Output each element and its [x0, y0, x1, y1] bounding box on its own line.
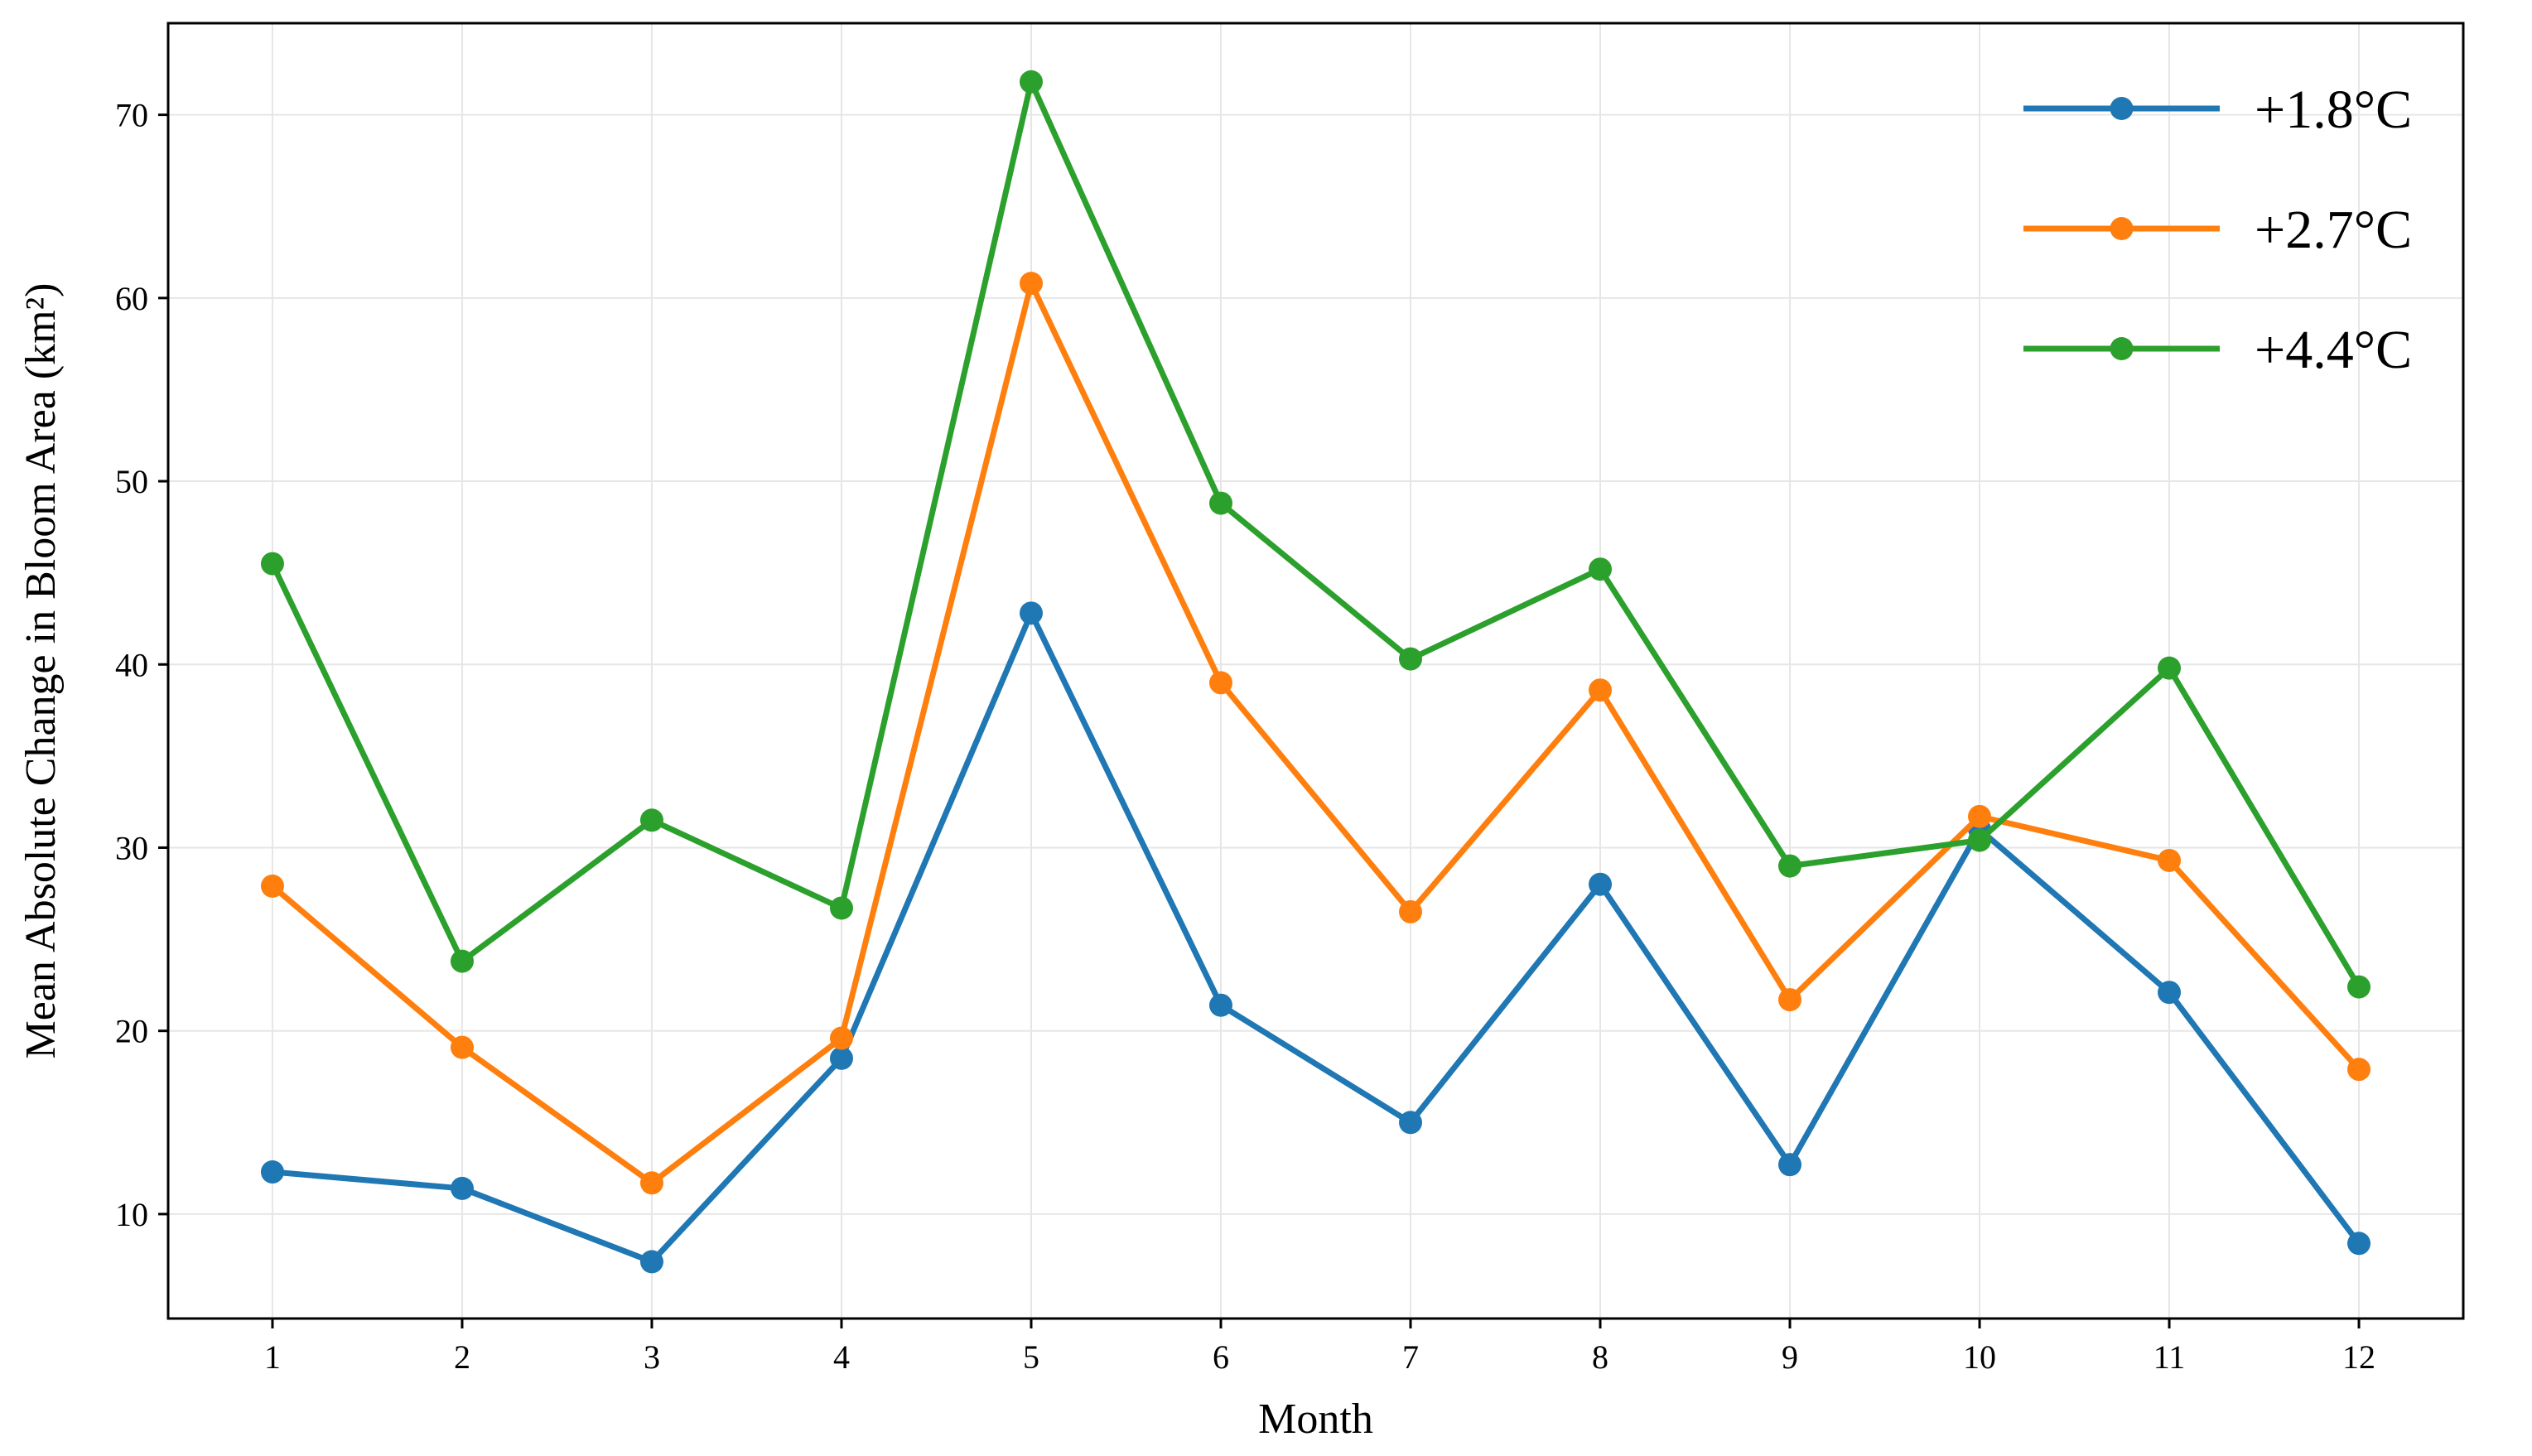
y-axis-title: Mean Absolute Change in Bloom Area (km²)	[17, 283, 65, 1059]
x-tick-label: 3	[644, 1338, 660, 1376]
data-point	[1208, 671, 1232, 695]
data-point	[260, 552, 284, 576]
data-point	[2158, 848, 2182, 872]
data-point	[1399, 647, 1423, 671]
legend: +1.8°C +2.7°C +4.4°C	[2023, 80, 2412, 380]
x-tick-label: 10	[1963, 1338, 1996, 1376]
data-point	[1589, 678, 1613, 702]
data-point	[1778, 988, 1802, 1012]
x-tick-label: 5	[1023, 1338, 1039, 1376]
series-1	[260, 601, 2371, 1274]
data-point	[2158, 656, 2182, 680]
data-point	[450, 949, 474, 973]
data-point	[450, 1176, 474, 1200]
data-point	[829, 896, 853, 920]
y-tick-label: 60	[115, 280, 148, 317]
x-tick-label: 9	[1782, 1338, 1798, 1376]
x-tick-label: 4	[833, 1338, 850, 1376]
data-point	[639, 1171, 663, 1195]
series-line	[269, 610, 2362, 1265]
data-point	[1589, 557, 1613, 581]
data-point	[1019, 601, 1043, 625]
data-point	[260, 874, 284, 898]
x-axis: 1 2 3 4 5 6 7 8 9 10 11 12	[264, 1319, 2375, 1376]
data-point	[450, 1035, 474, 1059]
x-tick-label: 12	[2342, 1338, 2375, 1376]
legend-item: +4.4°C	[2023, 320, 2412, 380]
data-point	[1778, 854, 1802, 878]
legend-label: +4.4°C	[2255, 320, 2412, 380]
y-axis: 10 20 30 40 50 60 70	[115, 97, 168, 1233]
data-point	[1589, 872, 1613, 896]
series-2	[260, 272, 2371, 1195]
y-tick-label: 10	[115, 1196, 148, 1233]
data-point	[1968, 804, 1992, 828]
series-line	[269, 79, 2362, 991]
data-point	[1399, 899, 1423, 923]
data-point	[829, 1046, 853, 1070]
data-point	[2347, 1232, 2371, 1256]
x-tick-label: 11	[2153, 1338, 2186, 1376]
legend-marker	[2110, 217, 2134, 240]
legend-label: +1.8°C	[2255, 80, 2412, 140]
data-point	[639, 1250, 663, 1274]
legend-item: +1.8°C	[2023, 80, 2412, 140]
data-point	[1019, 70, 1043, 94]
x-tick-label: 8	[1592, 1338, 1608, 1376]
x-tick-label: 2	[454, 1338, 470, 1376]
legend-label: +2.7°C	[2255, 200, 2412, 260]
data-point	[2347, 1058, 2371, 1082]
legend-item: +2.7°C	[2023, 200, 2412, 260]
y-tick-label: 70	[115, 97, 148, 134]
data-point	[2347, 975, 2371, 999]
data-point	[1019, 272, 1043, 296]
y-tick-label: 20	[115, 1013, 148, 1050]
legend-marker	[2110, 97, 2134, 120]
data-point	[829, 1026, 853, 1050]
data-point	[1399, 1111, 1423, 1135]
grid-lines	[168, 23, 2463, 1319]
data-point	[639, 808, 663, 832]
plot-frame	[166, 22, 2465, 1320]
x-tick-label: 1	[264, 1338, 281, 1376]
data-point	[1778, 1153, 1802, 1177]
y-tick-label: 30	[115, 829, 148, 866]
data-point	[1208, 491, 1232, 515]
series-line	[269, 280, 2362, 1186]
x-axis-title: Month	[1258, 1396, 1373, 1443]
data-point	[260, 1160, 284, 1184]
series-3	[260, 70, 2371, 999]
data-point	[2158, 981, 2182, 1005]
data-point	[1208, 993, 1232, 1017]
data-point	[1968, 828, 1992, 852]
y-tick-label: 50	[115, 463, 148, 500]
x-tick-label: 7	[1402, 1338, 1419, 1376]
series-layer	[260, 70, 2371, 1274]
y-tick-label: 40	[115, 646, 148, 683]
legend-marker	[2110, 337, 2134, 360]
x-tick-label: 6	[1213, 1338, 1229, 1376]
